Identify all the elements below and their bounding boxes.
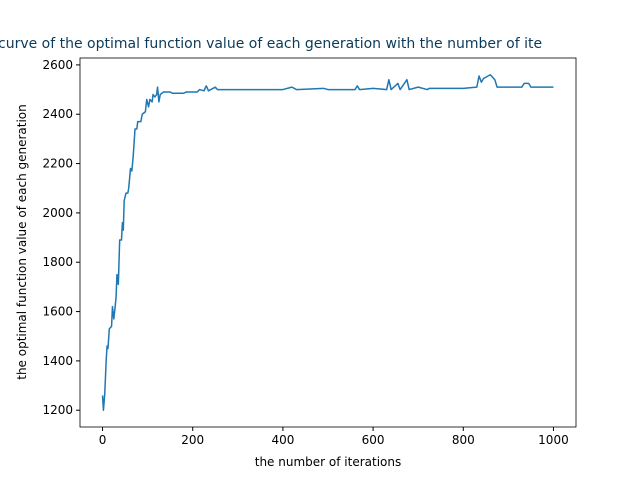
y-tick-label: 2200 [42, 157, 73, 171]
x-tick-label: 0 [99, 433, 107, 447]
chart-title: curve of the optimal function value of e… [0, 36, 542, 52]
data-line [101, 74, 554, 411]
x-tick-label: 800 [452, 433, 475, 447]
x-tick-label: 200 [181, 433, 204, 447]
x-tick-label: 600 [362, 433, 385, 447]
x-axis-label: the number of iterations [255, 455, 401, 469]
y-tick-label: 2000 [42, 206, 73, 220]
x-tick-label: 1000 [538, 433, 569, 447]
plot-frame [79, 57, 577, 428]
y-tick-label: 1400 [42, 354, 73, 368]
y-tick-label: 2400 [42, 107, 73, 121]
y-tick-label: 1600 [42, 305, 73, 319]
y-tick-label: 1800 [42, 255, 73, 269]
x-tick-label: 400 [271, 433, 294, 447]
y-tick-label: 1200 [42, 403, 73, 417]
y-axis-label: the optimal function value of each gener… [15, 104, 29, 380]
y-tick-label: 2600 [42, 58, 73, 72]
